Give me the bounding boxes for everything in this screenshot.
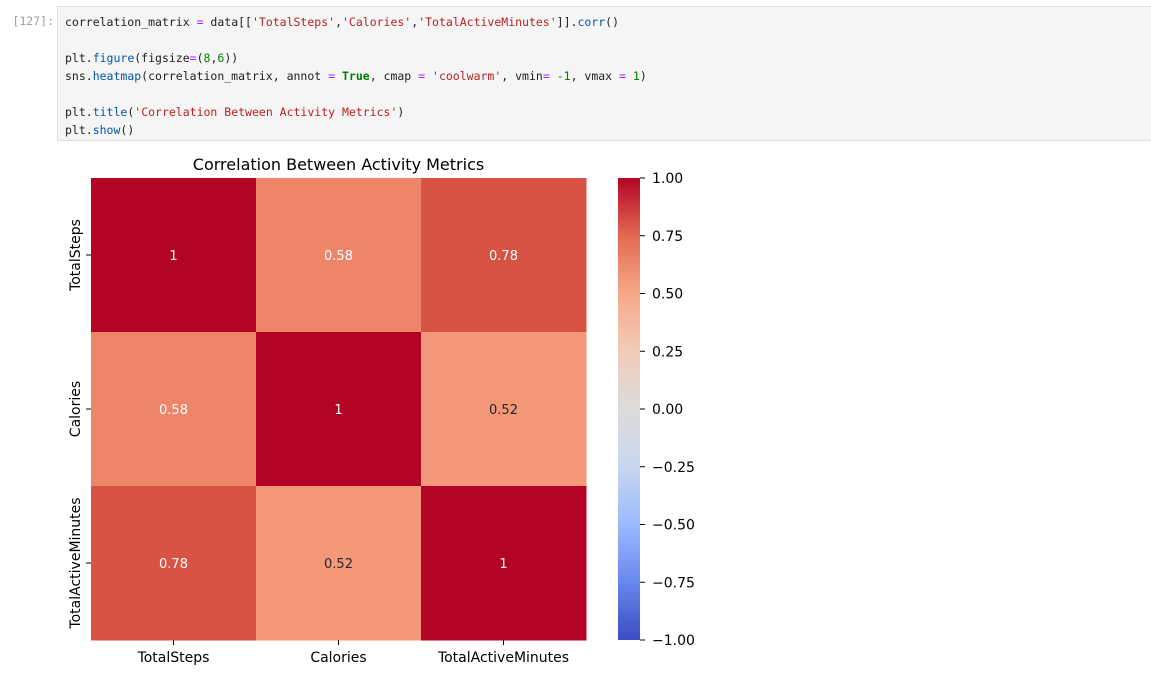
heatmap-cell bbox=[256, 486, 422, 641]
code-token: = bbox=[418, 69, 426, 83]
cell-annotation: 0.58 bbox=[159, 403, 188, 418]
code-token: ( bbox=[196, 51, 204, 65]
code-line bbox=[65, 85, 647, 103]
code-token: plt. bbox=[65, 51, 93, 65]
code-token: -1 bbox=[556, 69, 571, 83]
y-tick-label: TotalActiveMinutes bbox=[68, 497, 84, 629]
heatmap-cell bbox=[256, 332, 422, 487]
x-axis-ticks: TotalSteps Calories TotalActiveMinutes bbox=[137, 640, 569, 666]
code-token bbox=[335, 69, 342, 83]
code-token: 1 bbox=[632, 69, 640, 83]
code-token: 6 bbox=[217, 51, 225, 65]
code-token: plt. bbox=[65, 123, 93, 137]
colorbar-tick-label: −1.00 bbox=[652, 633, 695, 649]
code-token: sns. bbox=[65, 69, 93, 83]
y-tick-label: TotalSteps bbox=[68, 219, 84, 292]
cell-annotation: 0.58 bbox=[324, 249, 353, 264]
code-token: , vmin bbox=[501, 69, 543, 83]
code-token: show bbox=[92, 123, 121, 137]
colorbar-tick-label: 0.75 bbox=[652, 229, 683, 245]
cell-annotation: 1 bbox=[499, 557, 507, 572]
code-token: ) bbox=[639, 69, 647, 83]
heatmap-cells bbox=[91, 178, 587, 641]
code-line: sns.heatmap(correlation_matrix, annot = … bbox=[65, 67, 647, 85]
code-token: heatmap bbox=[92, 69, 142, 83]
cell-annotation: 0.78 bbox=[489, 249, 518, 264]
code-token: = bbox=[196, 15, 204, 29]
heatmap-cell bbox=[256, 178, 422, 333]
code-token: = bbox=[619, 69, 626, 83]
colorbar-tick-label: 1.00 bbox=[652, 171, 683, 187]
code-token: 'Correlation Between Activity Metrics' bbox=[134, 105, 398, 119]
heatmap-cell bbox=[91, 332, 257, 487]
colorbar-tick-label: −0.50 bbox=[652, 518, 695, 534]
code-token: 'Calories' bbox=[342, 15, 412, 29]
code-token: () bbox=[605, 15, 620, 29]
code-token: correlation_matrix bbox=[65, 15, 197, 29]
x-tick-label: Calories bbox=[310, 650, 366, 666]
colorbar-tick-label: 0.25 bbox=[652, 344, 683, 360]
code-token: True bbox=[341, 69, 370, 83]
cell-prompt: [127]: bbox=[12, 14, 54, 28]
heatmap-cell bbox=[421, 486, 587, 641]
code-token bbox=[626, 69, 633, 83]
code-token: plt. bbox=[65, 105, 93, 119]
code-token: (correlation_matrix, annot bbox=[141, 69, 329, 83]
heatmap-cell bbox=[421, 332, 587, 487]
code-token: )) bbox=[224, 51, 239, 65]
code-token: figure bbox=[92, 51, 135, 65]
cell-annotation: 0.52 bbox=[324, 557, 353, 572]
cell-annotation: 0.78 bbox=[159, 557, 188, 572]
code-token: (figsize bbox=[134, 51, 190, 65]
cell-annotation: 1 bbox=[334, 403, 342, 418]
code-token: title bbox=[92, 105, 128, 119]
code-line bbox=[65, 31, 647, 49]
code-token: 8 bbox=[203, 51, 211, 65]
code-token: , cmap bbox=[369, 69, 419, 83]
colorbar-tick-label: 0.50 bbox=[652, 287, 683, 303]
heatmap-annotations: 1 0.58 0.78 0.58 1 0.52 0.78 0.52 1 bbox=[159, 249, 518, 572]
code-token: 'TotalSteps' bbox=[251, 15, 336, 29]
heatmap-cell bbox=[91, 178, 257, 333]
code-token: ( bbox=[127, 105, 135, 119]
code-line: plt.figure(figsize=(8,6)) bbox=[65, 49, 647, 67]
chart-title: Correlation Between Activity Metrics bbox=[193, 155, 484, 174]
cell-annotation: 1 bbox=[169, 249, 177, 264]
x-tick-label: TotalActiveMinutes bbox=[437, 650, 569, 666]
code-token: ]]. bbox=[556, 15, 578, 29]
code-token: ) bbox=[397, 105, 405, 119]
code-token: corr bbox=[577, 15, 606, 29]
heatmap-cell bbox=[91, 486, 257, 641]
code-token: , bbox=[210, 51, 218, 65]
colorbar-tick-label: 0.00 bbox=[652, 402, 683, 418]
colorbar-tick-label: −0.25 bbox=[652, 460, 695, 476]
cell-annotation: 0.52 bbox=[489, 403, 518, 418]
code-line: plt.show() bbox=[65, 121, 647, 139]
code-line: correlation_matrix = data[['TotalSteps',… bbox=[65, 13, 647, 31]
code-line: plt.title('Correlation Between Activity … bbox=[65, 103, 647, 121]
code-token: = bbox=[328, 69, 336, 83]
heatmap-cell bbox=[421, 178, 587, 333]
code-cell-input[interactable]: correlation_matrix = data[['TotalSteps',… bbox=[57, 6, 1151, 141]
code-token: = bbox=[542, 69, 550, 83]
code-editor[interactable]: correlation_matrix = data[['TotalSteps',… bbox=[65, 13, 647, 139]
code-token bbox=[425, 69, 432, 83]
code-token: , bbox=[335, 15, 342, 29]
y-tick-label: Calories bbox=[68, 381, 84, 437]
x-tick-label: TotalSteps bbox=[137, 650, 210, 666]
code-token: = bbox=[189, 51, 197, 65]
code-token: , bbox=[411, 15, 419, 29]
code-token bbox=[550, 69, 557, 83]
cell-output: Correlation Between Activity Metrics 1 0.… bbox=[57, 145, 1151, 684]
code-token: () bbox=[120, 123, 135, 137]
code-token: , vmax bbox=[570, 69, 620, 83]
code-token: 'TotalActiveMinutes' bbox=[418, 15, 557, 29]
y-axis-ticks: TotalSteps Calories TotalActiveMinutes bbox=[68, 219, 91, 630]
colorbar-ticks: 1.00 0.75 0.50 0.25 0.00 −0.25 −0.50 −0.75 −1.00 bbox=[640, 171, 695, 649]
heatmap-figure: Correlation Between Activity Metrics 1 0.… bbox=[68, 155, 695, 666]
colorbar-tick-label: −0.75 bbox=[652, 575, 695, 591]
code-token: data[[ bbox=[203, 15, 252, 29]
code-token: 'coolwarm' bbox=[432, 69, 502, 83]
colorbar bbox=[618, 178, 640, 640]
